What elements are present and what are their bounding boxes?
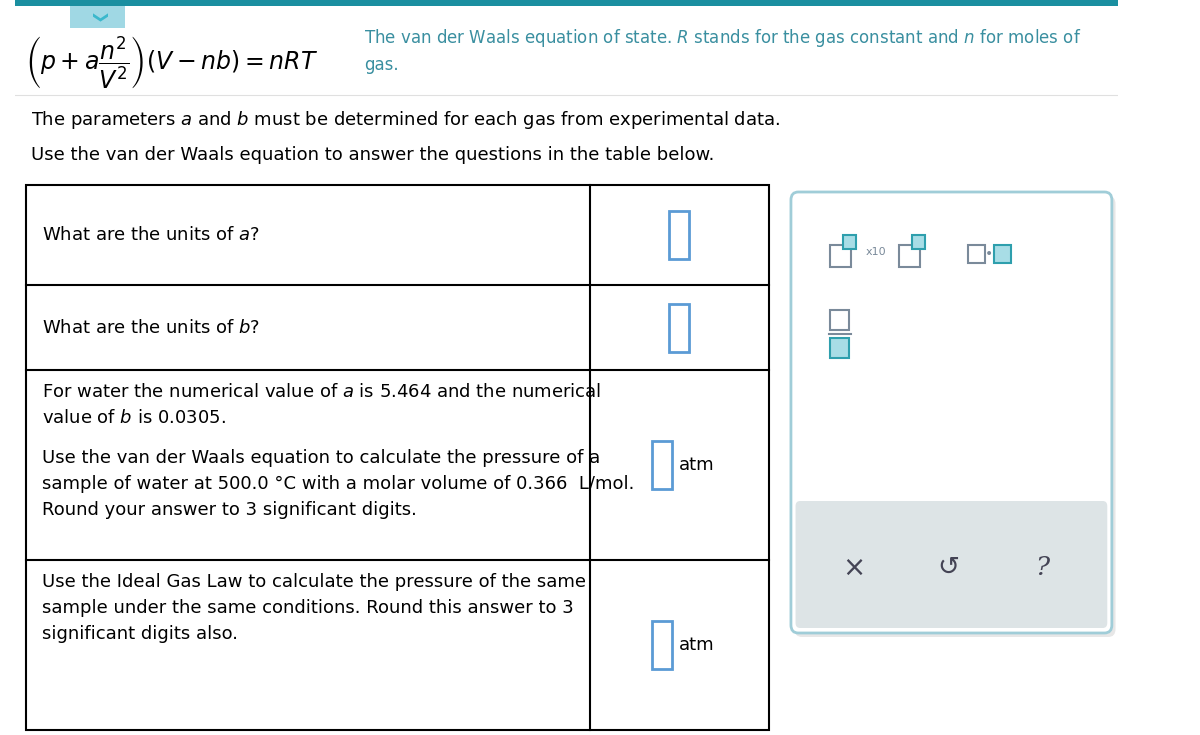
Text: sample of water at 500.0 °C with a molar volume of 0.366  L/mol.: sample of water at 500.0 °C with a molar…	[42, 475, 635, 493]
Bar	[652, 621, 672, 669]
Text: What are the units of $b$?: What are the units of $b$?	[42, 318, 260, 337]
Text: significant digits also.: significant digits also.	[42, 625, 239, 643]
Bar	[900, 245, 919, 267]
Text: What are the units of $a$?: What are the units of $a$?	[42, 226, 260, 244]
Text: •: •	[984, 247, 992, 261]
Text: Use the van der Waals equation to calculate the pressure of a: Use the van der Waals equation to calcul…	[42, 449, 601, 467]
Bar	[830, 338, 848, 358]
Text: ×: ×	[842, 553, 865, 581]
Text: atm: atm	[679, 456, 715, 474]
Text: atm: atm	[679, 636, 715, 654]
Text: For water the numerical value of $a$ is 5.464 and the numerical: For water the numerical value of $a$ is …	[42, 383, 601, 401]
Text: gas.: gas.	[365, 56, 398, 74]
Bar	[14, 0, 1118, 6]
Bar	[670, 211, 689, 259]
Text: The parameters $a$ and $b$ must be determined for each gas from experimental dat: The parameters $a$ and $b$ must be deter…	[31, 109, 781, 131]
Text: value of $b$ is 0.0305.: value of $b$ is 0.0305.	[42, 409, 227, 427]
Text: x10: x10	[865, 247, 886, 257]
Bar	[912, 235, 925, 249]
FancyBboxPatch shape	[794, 196, 1116, 637]
Text: ↺: ↺	[937, 554, 959, 581]
Text: $\left(p+a\dfrac{n^2}{V^2}\right)(V-nb)=nRT$: $\left(p+a\dfrac{n^2}{V^2}\right)(V-nb)=…	[24, 34, 318, 90]
Bar	[652, 441, 672, 489]
FancyBboxPatch shape	[796, 501, 1108, 628]
Text: Use the Ideal Gas Law to calculate the pressure of the same: Use the Ideal Gas Law to calculate the p…	[42, 573, 587, 591]
Text: ❯: ❯	[90, 12, 106, 24]
Bar	[26, 185, 769, 730]
Text: Round your answer to 3 significant digits.: Round your answer to 3 significant digit…	[42, 501, 418, 519]
Text: Use the van der Waals equation to answer the questions in the table below.: Use the van der Waals equation to answer…	[31, 146, 715, 164]
Text: The van der Waals equation of state. $R$ stands for the gas constant and $n$ for: The van der Waals equation of state. $R$…	[365, 27, 1081, 49]
Bar	[830, 310, 848, 330]
Text: sample under the same conditions. Round this answer to 3: sample under the same conditions. Round …	[42, 599, 574, 617]
Text: ?: ?	[1034, 555, 1049, 580]
Bar	[70, 6, 125, 28]
Bar	[994, 245, 1010, 263]
FancyBboxPatch shape	[791, 192, 1112, 633]
Bar	[670, 304, 689, 351]
Bar	[968, 245, 985, 263]
Bar	[830, 245, 851, 267]
Bar	[844, 235, 857, 249]
